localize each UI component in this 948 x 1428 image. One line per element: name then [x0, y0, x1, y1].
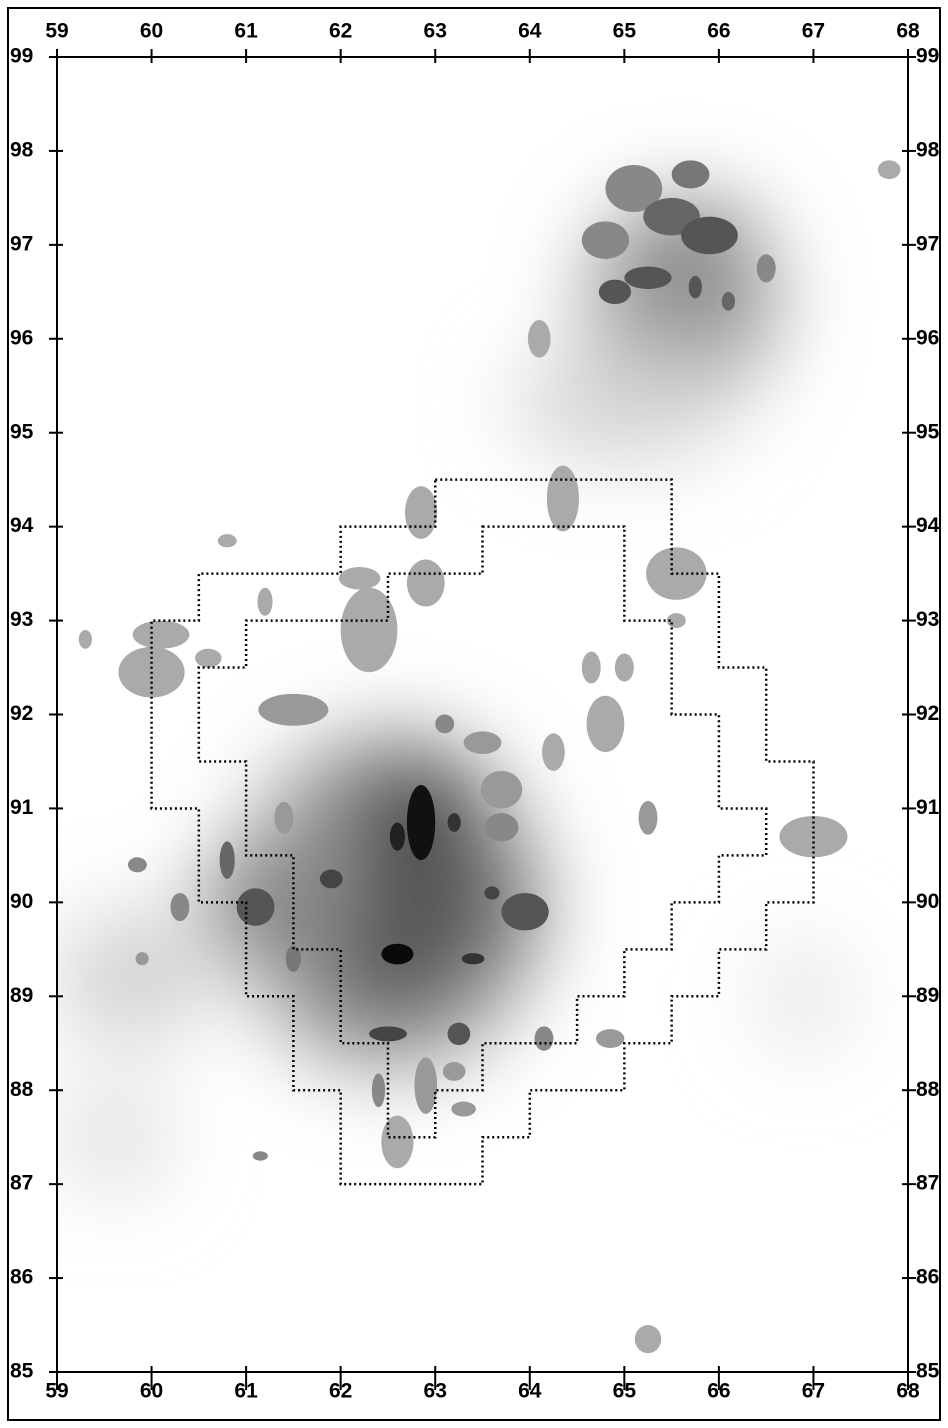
- x-tick-label-top: 65: [613, 20, 637, 43]
- y-tick-label-left: 91: [10, 796, 34, 819]
- y-tick-label-right: 95: [916, 420, 940, 443]
- y-tick-label-left: 89: [10, 984, 33, 1007]
- x-tick-label-bottom: 68: [896, 1380, 920, 1403]
- map-area: [57, 57, 908, 1372]
- y-tick-label-right: 85: [916, 1360, 940, 1383]
- y-tick-label-left: 94: [10, 514, 34, 537]
- x-tick-label-bottom: 67: [802, 1380, 825, 1403]
- y-tick-label-right: 88: [916, 1078, 940, 1101]
- y-tick-label-right: 94: [916, 514, 940, 537]
- x-tick-label-top: 63: [424, 20, 447, 43]
- y-tick-label-left: 92: [10, 702, 33, 725]
- y-tick-label-left: 90: [10, 890, 33, 913]
- x-tick-label-bottom: 66: [707, 1380, 730, 1403]
- x-tick-label-top: 61: [234, 20, 258, 43]
- y-tick-label-right: 91: [916, 796, 940, 819]
- x-tick-label-top: 64: [518, 20, 542, 43]
- y-tick-label-left: 87: [10, 1172, 33, 1195]
- y-tick-label-left: 96: [10, 326, 33, 349]
- x-tick-label-top: 60: [140, 20, 163, 43]
- y-tick-label-right: 96: [916, 326, 939, 349]
- y-tick-label-left: 98: [10, 138, 34, 161]
- y-tick-label-left: 86: [10, 1266, 33, 1289]
- x-tick-label-top: 62: [329, 20, 352, 43]
- y-tick-label-right: 93: [916, 608, 939, 631]
- y-tick-label-right: 98: [916, 138, 940, 161]
- site-map: 59 59 60 60 61 61 62 62 63 63 64 64 65 65 66 66 67 67 68 68…: [0, 0, 948, 1428]
- y-tick-label-left: 85: [10, 1360, 34, 1383]
- x-tick-label-bottom: 63: [424, 1380, 447, 1403]
- x-tick-label-bottom: 60: [140, 1380, 163, 1403]
- y-tick-label-right: 90: [916, 890, 939, 913]
- x-tick-label-top: 59: [45, 20, 68, 43]
- y-tick-label-left: 93: [10, 608, 33, 631]
- y-tick-label-left: 95: [10, 420, 34, 443]
- x-tick-label-top: 67: [802, 20, 825, 43]
- y-tick-label-right: 89: [916, 984, 939, 1007]
- y-tick-label-right: 92: [916, 702, 939, 725]
- y-tick-label-left: 97: [10, 232, 33, 255]
- x-tick-label-top: 66: [707, 20, 730, 43]
- y-tick-label-right: 87: [916, 1172, 939, 1195]
- y-tick-label-right: 97: [916, 232, 939, 255]
- x-tick-label-bottom: 65: [613, 1380, 637, 1403]
- x-tick-label-top: 68: [896, 20, 920, 43]
- x-tick-label-bottom: 62: [329, 1380, 352, 1403]
- x-tick-label-bottom: 59: [45, 1380, 68, 1403]
- y-tick-label-right: 86: [916, 1266, 939, 1289]
- x-tick-label-bottom: 64: [518, 1380, 542, 1403]
- plot-background: [57, 57, 908, 1372]
- y-tick-label-right: 99: [916, 45, 939, 68]
- y-tick-label-left: 88: [10, 1078, 34, 1101]
- y-tick-label-left: 99: [10, 45, 33, 68]
- x-tick-label-bottom: 61: [234, 1380, 258, 1403]
